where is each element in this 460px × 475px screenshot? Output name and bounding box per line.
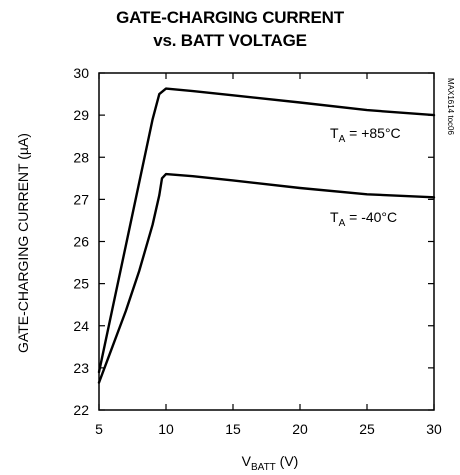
y-axis-label: GATE-CHARGING CURRENT (µA) — [15, 133, 31, 353]
y-tick-label: 29 — [73, 107, 89, 123]
x-tick-label: 20 — [292, 421, 308, 437]
chart-title-line2: vs. BATT VOLTAGE — [153, 31, 307, 50]
series-label-minus40c-main: T — [330, 209, 339, 225]
x-tick-label: 25 — [359, 421, 375, 437]
series-label-85c: TA = +85°C — [330, 125, 401, 145]
series-label-minus40c-sub: A — [339, 218, 346, 229]
x-tick-label: 30 — [426, 421, 442, 437]
x-tick-label: 10 — [158, 421, 174, 437]
series-label-85c-main: T — [330, 125, 339, 141]
x-axis-label-sub: BATT — [251, 462, 276, 473]
y-tick-label: 26 — [73, 234, 89, 250]
chart-title-line1: GATE-CHARGING CURRENT — [116, 8, 344, 27]
y-tick-label: 28 — [73, 149, 89, 165]
series-line-minus40c — [97, 172, 436, 384]
plot-area: 5 10 15 20 25 30 22 23 24 25 26 27 28 29 30 — [73, 65, 442, 437]
x-axis-label-unit: (V) — [276, 453, 299, 469]
y-tick-label: 24 — [73, 318, 89, 334]
series-label-minus40c-rest: = -40°C — [345, 209, 397, 225]
series-label-85c-sub: A — [339, 134, 346, 145]
y-tick-label: 25 — [73, 276, 89, 292]
x-tick-label: 5 — [95, 421, 103, 437]
plot-frame — [98, 72, 435, 411]
y-tick-label: 22 — [73, 402, 89, 418]
y-tick-label: 30 — [73, 65, 89, 81]
x-tick-label: 15 — [225, 421, 241, 437]
figure-id: MAX1614 toc06 — [446, 78, 455, 135]
series-label-85c-rest: = +85°C — [345, 125, 400, 141]
x-axis-label-main: V — [242, 453, 252, 469]
series-line-85c — [97, 87, 436, 374]
x-axis-label: VBATT (V) — [242, 453, 299, 473]
series-label-minus40c: TA = -40°C — [330, 209, 397, 229]
y-tick-label: 27 — [73, 191, 89, 207]
y-tick-label: 23 — [73, 360, 89, 376]
